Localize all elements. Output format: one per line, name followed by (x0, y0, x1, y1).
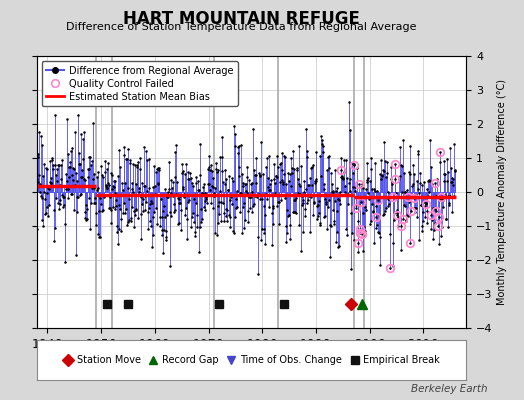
Legend: Station Move, Record Gap, Time of Obs. Change, Empirical Break: Station Move, Record Gap, Time of Obs. C… (59, 351, 444, 369)
Text: HART MOUNTAIN REFUGE: HART MOUNTAIN REFUGE (123, 10, 359, 28)
Text: Difference of Station Temperature Data from Regional Average: Difference of Station Temperature Data f… (66, 22, 416, 32)
Y-axis label: Monthly Temperature Anomaly Difference (°C): Monthly Temperature Anomaly Difference (… (497, 79, 507, 305)
Legend: Difference from Regional Average, Quality Control Failed, Estimated Station Mean: Difference from Regional Average, Qualit… (41, 61, 238, 106)
Text: Berkeley Earth: Berkeley Earth (411, 384, 487, 394)
